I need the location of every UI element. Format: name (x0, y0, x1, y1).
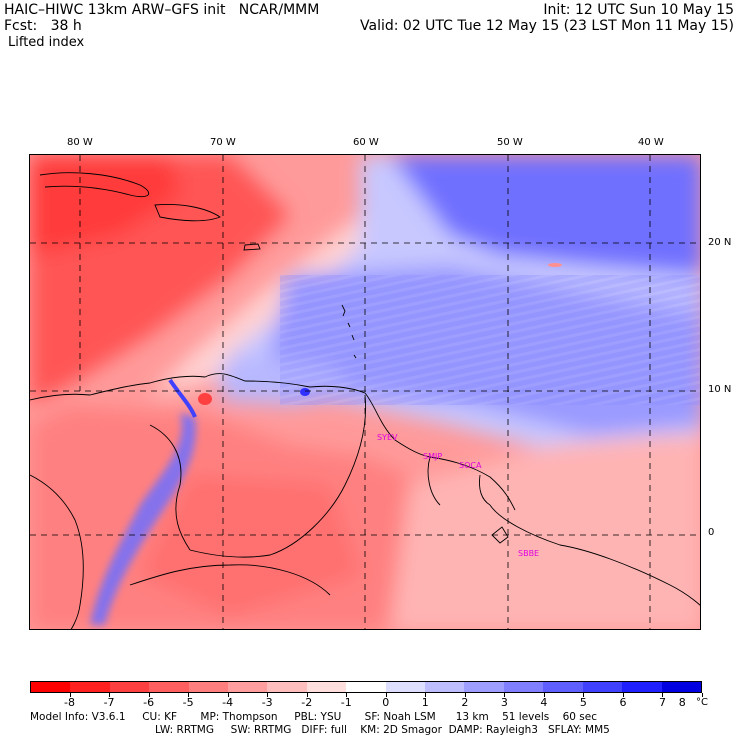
init-time: Init: 12 UTC Sun 10 May 15 (543, 2, 734, 18)
colorbar-tick (662, 693, 664, 697)
colorbar-swatch (149, 682, 189, 692)
colorbar-swatch (267, 682, 307, 692)
colorbar-tick-label: 8 (678, 696, 686, 709)
colorbar-tick (385, 693, 387, 697)
colorbar-swatch (425, 682, 465, 692)
colorbar-tick (702, 693, 703, 697)
station-soca: SOCA (459, 461, 482, 470)
field-name: Lifted index (8, 35, 85, 50)
colorbar-tick-label: 5 (579, 696, 587, 709)
map-canvas (30, 155, 700, 629)
forecast-hour: Fcst: 38 h (4, 18, 82, 34)
lifted-index-map (29, 154, 701, 630)
colorbar-unit: °C (696, 697, 708, 708)
valid-time: Valid: 02 UTC Tue 12 May 15 (23 LST Mon … (360, 18, 734, 34)
colorbar-tick-label: -5 (182, 696, 194, 709)
colorbar-tick-label: -3 (261, 696, 273, 709)
lon-label-70w: 70 W (210, 137, 236, 148)
lat-label-20n: 20 N (708, 237, 732, 248)
colorbar-tick (583, 693, 585, 697)
colorbar-tick-label: 7 (658, 696, 666, 709)
colorbar-tick-label: 0 (382, 696, 390, 709)
colorbar-swatch (503, 682, 544, 692)
model-info-line2: LW: RRTMG SW: RRTMG DIFF: full KM: 2D Sm… (155, 724, 610, 736)
colorbar-tick-label: 3 (500, 696, 508, 709)
colorbar-tick (267, 693, 269, 697)
colorbar-swatch (188, 682, 229, 692)
colorbar-swatch (228, 682, 268, 692)
colorbar-tick-label: 6 (619, 696, 627, 709)
colorbar-tick-label: 2 (461, 696, 469, 709)
colorbar-tick (425, 693, 427, 697)
colorbar-tick-label: -1 (340, 696, 352, 709)
colorbar-tick (69, 693, 71, 697)
colorbar-tick-label: -8 (64, 696, 75, 709)
colorbar-tick-label: -7 (103, 696, 115, 709)
colorbar-tick (109, 693, 111, 697)
colorbar-tick-label: 1 (421, 696, 429, 709)
station-sbbe: SBBE (518, 549, 540, 558)
colorbar-tick (346, 693, 348, 697)
colorbar-swatch (31, 682, 71, 692)
colorbar-tick (464, 693, 466, 697)
colorbar-tick (227, 693, 229, 697)
colorbar-swatch (464, 682, 504, 692)
colorbar (30, 681, 702, 693)
lon-label-50w: 50 W (497, 137, 523, 148)
lon-label-80w: 80 W (67, 137, 93, 148)
colorbar-swatch (306, 682, 347, 692)
model-info-line1: Model Info: V3.6.1 CU: KF MP: Thompson P… (30, 711, 597, 723)
colorbar-tick-label: -4 (222, 696, 234, 709)
lon-label-60w: 60 W (353, 137, 379, 148)
colorbar-swatch (346, 682, 386, 692)
lon-label-40w: 40 W (638, 137, 664, 148)
colorbar-tick-label: 4 (540, 696, 548, 709)
colorbar-swatch (385, 682, 426, 692)
model-title: HAIC–HIWC 13km ARW–GFS init NCAR/MMM (4, 2, 320, 18)
colorbar-tick (543, 693, 545, 697)
colorbar-tick (148, 693, 150, 697)
station-smjp: SMJP (423, 452, 443, 461)
colorbar-swatch (543, 682, 583, 692)
station-syev: SYEV (377, 433, 398, 442)
colorbar-swatch (582, 682, 623, 692)
colorbar-tick-label: -6 (143, 696, 155, 709)
colorbar-tick (622, 693, 624, 697)
colorbar-swatch (70, 682, 110, 692)
lat-label-10n: 10 N (708, 384, 732, 395)
colorbar-swatch (661, 682, 701, 692)
colorbar-tick (504, 693, 506, 697)
colorbar-tick (188, 693, 190, 697)
lat-label-0: 0 (708, 527, 715, 538)
colorbar-swatch (109, 682, 150, 692)
colorbar-tick-label: -2 (301, 696, 313, 709)
colorbar-swatch (622, 682, 662, 692)
colorbar-tick (306, 693, 308, 697)
